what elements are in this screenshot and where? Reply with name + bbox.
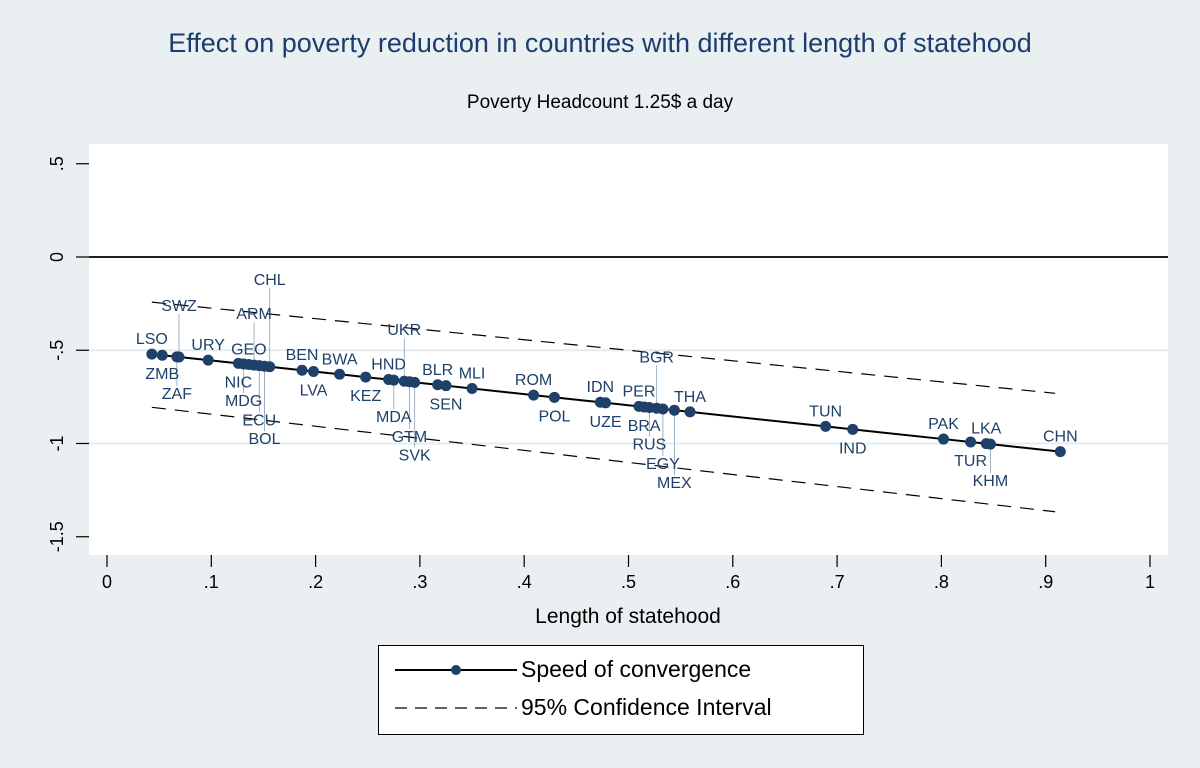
data-point-lva (308, 365, 320, 377)
ci-lower-line (151, 406, 1056, 513)
point-label: KEZ (350, 388, 381, 405)
data-point-swz (173, 351, 185, 363)
point-label: CHL (254, 272, 286, 289)
point-label: SWZ (161, 298, 197, 315)
point-label: BWA (322, 351, 358, 368)
point-label: ZAF (162, 386, 192, 403)
point-label: GEO (231, 342, 267, 359)
data-point-pol (548, 391, 560, 403)
data-point-uze (600, 397, 612, 409)
data-point-lso (146, 348, 158, 360)
point-label: BOL (248, 431, 280, 448)
x-tick-label: .8 (934, 572, 949, 592)
y-tick-label: 0 (47, 252, 67, 262)
ci-upper-line (151, 301, 1056, 394)
data-point-ury (202, 354, 214, 366)
point-label: IDN (587, 379, 615, 396)
data-point-mli (466, 382, 478, 394)
data-point-ben (296, 364, 308, 376)
x-tick-label: .3 (412, 572, 427, 592)
data-point-tur (965, 436, 977, 448)
point-label: RUS (632, 437, 666, 454)
legend-item-convergence: Speed of convergence (379, 652, 863, 688)
legend: Speed of convergence 95% Confidence Inte… (378, 645, 864, 735)
legend-label: 95% Confidence Interval (521, 694, 772, 720)
point-label: KHM (973, 473, 1009, 490)
y-tick-label: -1 (47, 435, 67, 451)
data-point-khm (984, 438, 996, 450)
data-point-sen (440, 380, 452, 392)
data-point-rom (528, 389, 540, 401)
point-label: ARM (236, 306, 272, 323)
x-tick-label: 0 (102, 572, 112, 592)
point-label: MDG (225, 393, 262, 410)
point-label: IND (839, 440, 867, 457)
chart-title: Effect on poverty reduction in countries… (168, 28, 1032, 58)
legend-item-ci: 95% Confidence Interval (379, 690, 863, 726)
data-point-egy (657, 403, 669, 415)
point-label: UZE (590, 414, 622, 431)
point-label: BLR (422, 362, 453, 379)
chart-subtitle: Poverty Headcount 1.25$ a day (466, 92, 734, 113)
x-axis-label: Length of statehood (535, 605, 721, 628)
x-tick-label: .7 (830, 572, 845, 592)
legend-line-marker-icon (395, 665, 517, 675)
point-label: NIC (225, 374, 253, 391)
data-point-tha (684, 406, 696, 418)
point-label: POL (538, 408, 570, 425)
data-point-kez (360, 371, 372, 383)
point-label: BRA (628, 418, 661, 435)
point-label: ROM (515, 372, 552, 389)
point-label: BEN (286, 347, 319, 364)
x-tick-label: 1 (1145, 572, 1155, 592)
point-label: MEX (657, 475, 692, 492)
point-label: URY (191, 337, 225, 354)
x-tick-label: .5 (621, 572, 636, 592)
point-label: GTM (392, 429, 428, 446)
point-label: HND (371, 357, 406, 374)
point-label: UKR (387, 322, 421, 339)
legend-dashed-line-icon (395, 707, 517, 709)
point-label: CHN (1043, 429, 1078, 446)
point-label: THA (674, 389, 706, 406)
point-label: LKA (971, 421, 1002, 438)
data-point-tun (820, 420, 832, 432)
point-label: SVK (399, 447, 431, 464)
point-label: LVA (300, 382, 328, 399)
label-leaders (176, 287, 991, 476)
x-tick-label: .6 (725, 572, 740, 592)
x-tick-label: .9 (1038, 572, 1053, 592)
data-point-ind (847, 423, 859, 435)
point-label: MLI (459, 365, 486, 382)
data-point-pak (937, 433, 949, 445)
legend-label: Speed of convergence (521, 656, 752, 682)
data-point-chl (264, 361, 276, 373)
point-label: BGR (639, 349, 674, 366)
data-point-zmb (156, 349, 168, 361)
data-point-mex (668, 404, 680, 416)
data-point-svk (409, 376, 421, 388)
point-label: SEN (430, 397, 463, 414)
point-label: MDA (376, 409, 412, 426)
data-point-chn (1054, 446, 1066, 458)
data-point-bwa (334, 368, 346, 380)
x-tick-label: .2 (308, 572, 323, 592)
data-point-blr (432, 379, 444, 391)
y-tick-label: -1.5 (47, 521, 67, 552)
point-label: PAK (928, 416, 959, 433)
point-label: ZMB (145, 366, 179, 383)
x-tick-label: .4 (517, 572, 532, 592)
data-point-mda (388, 374, 400, 386)
x-tick-label: .1 (204, 572, 219, 592)
point-label: LSO (136, 331, 168, 348)
point-label: EGY (646, 456, 680, 473)
point-label: TUN (809, 403, 842, 420)
point-label: TUR (954, 453, 987, 470)
y-tick-label: -.5 (47, 340, 67, 361)
y-tick-label: .5 (47, 156, 67, 171)
point-label: PER (622, 383, 655, 400)
point-label: ECU (242, 413, 276, 430)
